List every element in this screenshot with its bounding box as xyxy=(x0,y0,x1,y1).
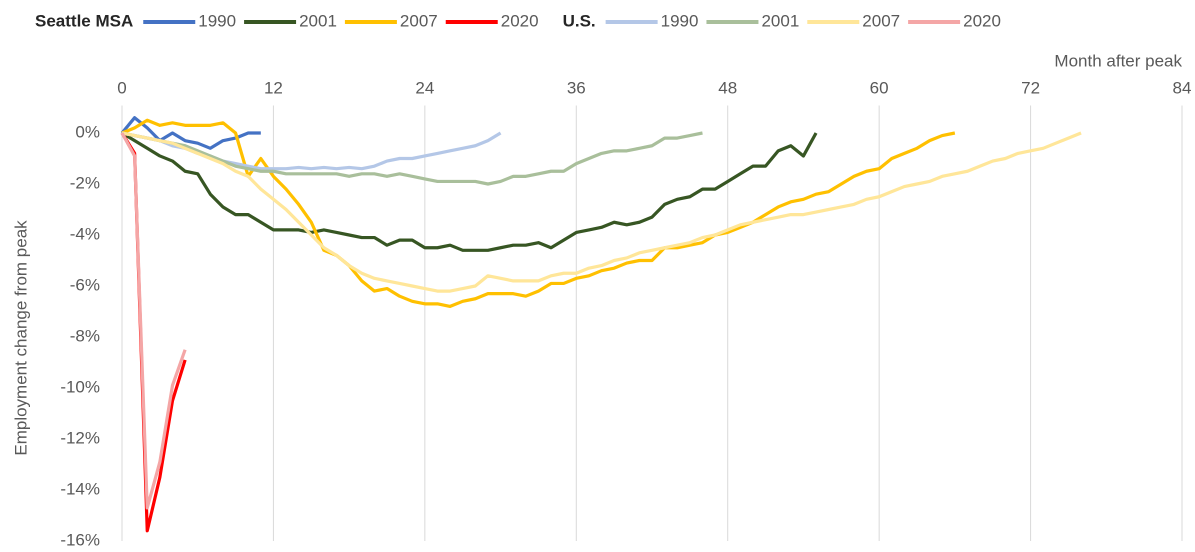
line xyxy=(120,132,187,510)
x-axis-title: Month after peak xyxy=(1054,51,1182,70)
legend-label: 2020 xyxy=(963,11,1001,30)
y-tick-label: -2% xyxy=(70,173,100,192)
legend-label: 1990 xyxy=(198,11,236,30)
y-tick-label: -8% xyxy=(70,326,100,345)
legend-label: 2020 xyxy=(501,11,539,30)
legend-group-label: U.S. xyxy=(563,11,596,30)
x-tick-label: 72 xyxy=(1021,78,1040,97)
line xyxy=(121,131,818,252)
x-tick-label: 60 xyxy=(870,78,889,97)
y-tick-label: -16% xyxy=(60,530,100,549)
y-tick-label: -14% xyxy=(60,479,100,498)
y-tick-label: -6% xyxy=(70,275,100,294)
line xyxy=(121,118,956,308)
legend-label: 2007 xyxy=(862,11,900,30)
legend-label: 1990 xyxy=(661,11,699,30)
x-tick-label: 36 xyxy=(567,78,586,97)
x-tick-label: 24 xyxy=(415,78,434,97)
legend-label: 2001 xyxy=(761,11,799,30)
x-tick-label: 12 xyxy=(264,78,283,97)
y-axis-title: Employment change from peak xyxy=(11,220,30,456)
y-tick-label: -4% xyxy=(70,224,100,243)
x-tick-label: 48 xyxy=(718,78,737,97)
line xyxy=(121,131,703,186)
legend-group-label: Seattle MSA xyxy=(35,11,133,30)
legend-label: 2001 xyxy=(299,11,337,30)
x-tick-label: 84 xyxy=(1173,78,1192,97)
line xyxy=(120,132,187,533)
x-tick-label: 0 xyxy=(117,78,126,97)
legend-label: 2007 xyxy=(400,11,438,30)
y-tick-label: 0% xyxy=(75,122,100,141)
line xyxy=(121,131,1082,293)
y-tick-label: -12% xyxy=(60,428,100,447)
y-tick-label: -10% xyxy=(60,377,100,396)
